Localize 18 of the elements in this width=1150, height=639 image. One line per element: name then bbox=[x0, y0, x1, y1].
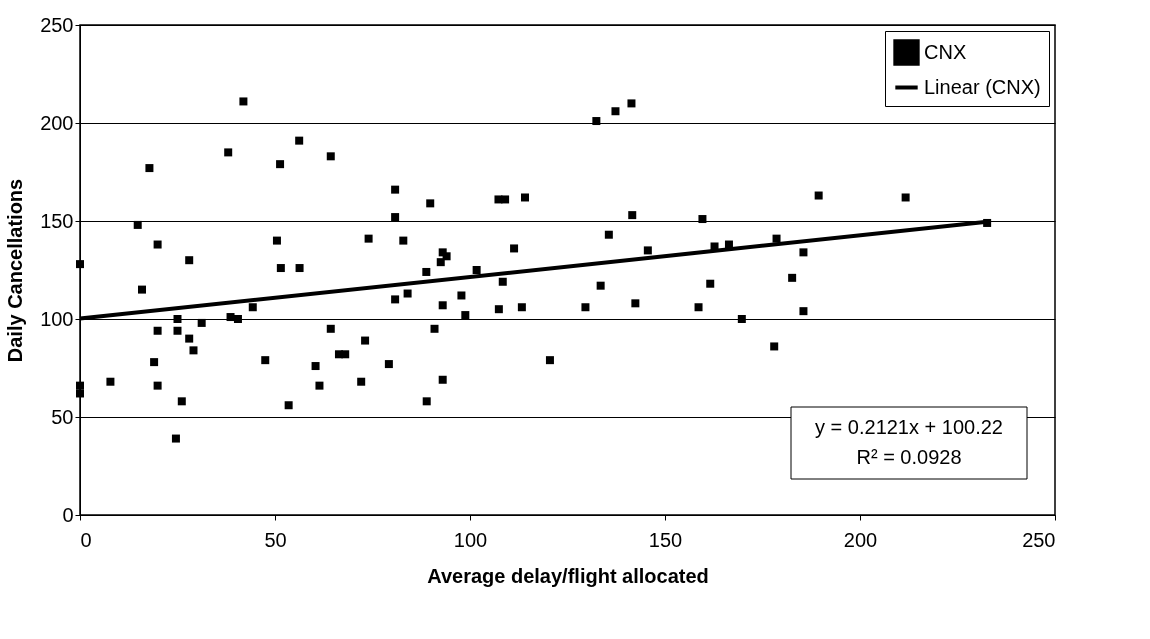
x-tick-label: 50 bbox=[264, 528, 287, 551]
y-tick-label: 200 bbox=[40, 111, 74, 134]
annotation: R² = 0.0928 bbox=[856, 446, 962, 468]
x-tick-label: 200 bbox=[843, 528, 878, 551]
y-tick-label: 50 bbox=[51, 405, 74, 428]
y-tick-label: 150 bbox=[40, 209, 74, 232]
x-tick-label: 100 bbox=[453, 528, 488, 551]
legend-label: Linear (CNX) bbox=[924, 75, 1041, 98]
x-tick-label: 0 bbox=[80, 528, 92, 551]
legend-label: CNX bbox=[924, 40, 967, 63]
x-axis-title: Average delay/flight allocated bbox=[427, 564, 709, 587]
annotation: y = 0.2121x + 100.22 bbox=[815, 416, 1003, 438]
x-tick-label: 150 bbox=[648, 528, 683, 551]
y-tick-label: 100 bbox=[40, 307, 74, 330]
y-tick-label: 250 bbox=[40, 13, 74, 36]
x-tick-label: 250 bbox=[1022, 528, 1056, 551]
y-tick-label: 0 bbox=[62, 503, 74, 526]
y-axis-title: Daily Cancellations bbox=[4, 178, 27, 363]
